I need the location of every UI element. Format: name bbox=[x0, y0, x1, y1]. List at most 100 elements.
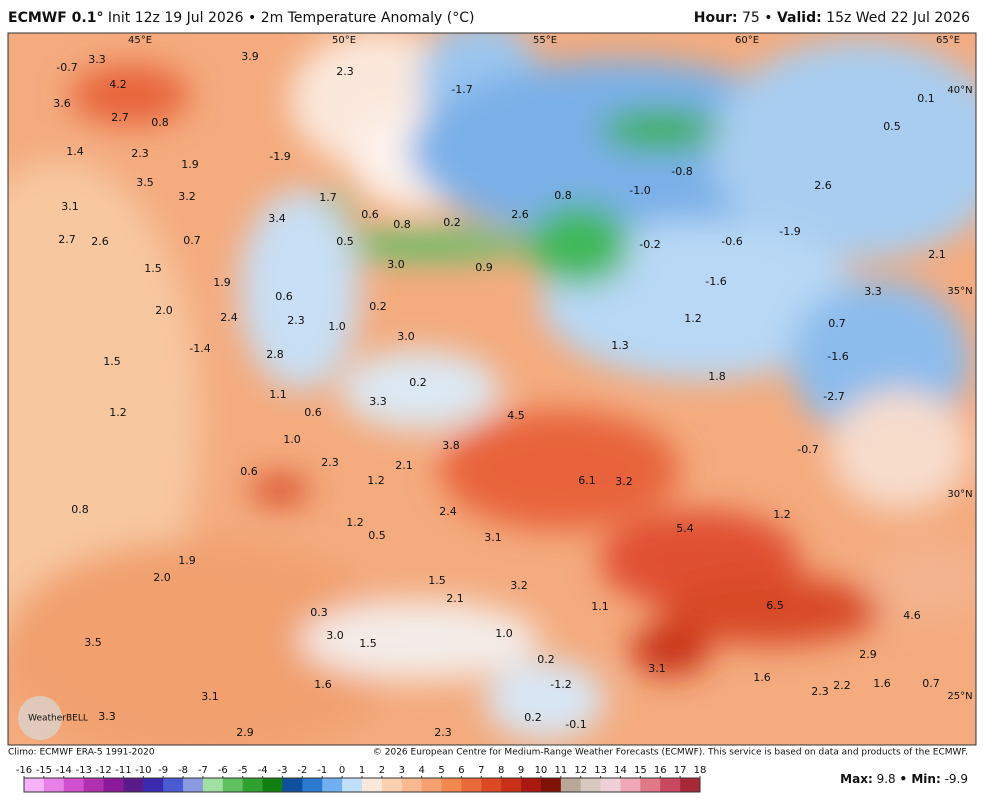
colorbar: -16 -15 -14 -13 -12 -11 -10 -9 -8 -7 -6 -5 -4 -3 -2 -1 0… bbox=[16, 765, 706, 793]
colorbar-bin bbox=[401, 778, 423, 792]
colorbar-tick-label: -1 bbox=[317, 765, 327, 776]
anomaly-blob bbox=[485, 660, 605, 740]
colorbar-bin bbox=[43, 778, 65, 792]
latitude-label: 40°N bbox=[947, 85, 972, 96]
model-name: ECMWF 0.1° bbox=[8, 10, 103, 26]
anomaly-label: -0.7 bbox=[797, 443, 818, 456]
anomaly-label: 1.0 bbox=[328, 320, 346, 333]
anomaly-label: 0.6 bbox=[361, 208, 379, 221]
colorbar-tick-label: 7 bbox=[478, 765, 484, 776]
colorbar-bin bbox=[381, 778, 403, 792]
anomaly-label: 1.6 bbox=[753, 671, 771, 684]
colorbar-bin bbox=[143, 778, 164, 792]
colorbar-tick-label: 15 bbox=[634, 765, 647, 776]
colorbar-tick-label: 4 bbox=[418, 765, 424, 776]
colorbar-tick-label: -2 bbox=[297, 765, 307, 776]
anomaly-label: 3.2 bbox=[615, 475, 633, 488]
anomaly-label: 1.5 bbox=[103, 355, 121, 368]
colorbar-bin bbox=[620, 778, 641, 792]
anomaly-label: 4.2 bbox=[109, 78, 127, 91]
anomaly-label: 0.6 bbox=[304, 406, 322, 419]
anomaly-label: 2.3 bbox=[434, 726, 452, 739]
hour-value: 75 • bbox=[742, 10, 773, 26]
anomaly-label: 2.1 bbox=[928, 248, 946, 261]
anomaly-label: 0.2 bbox=[524, 711, 542, 724]
colorbar-bin bbox=[222, 778, 244, 792]
map-labels: 45°E 50°E 55°E 60°E 65°E 40°N 35°N 30°N 25°N -0.7… bbox=[53, 35, 972, 739]
anomaly-label: 4.6 bbox=[903, 609, 921, 622]
colorbar-bin bbox=[521, 778, 542, 792]
latitude-label: 30°N bbox=[947, 489, 972, 500]
anomaly-label: 0.8 bbox=[393, 218, 411, 231]
anomaly-label: -2.7 bbox=[823, 390, 844, 403]
anomaly-label: 2.3 bbox=[287, 314, 305, 327]
colorbar-tick-label: 13 bbox=[594, 765, 607, 776]
anomaly-label: 2.3 bbox=[131, 147, 149, 160]
anomaly-label: -1.6 bbox=[827, 350, 848, 363]
anomaly-label: 3.3 bbox=[98, 710, 116, 723]
anomaly-label: 1.2 bbox=[346, 516, 364, 529]
colorbar-bin bbox=[202, 778, 224, 792]
colorbar-tick-label: 11 bbox=[554, 765, 567, 776]
anomaly-blob bbox=[300, 600, 540, 680]
anomaly-label: -1.4 bbox=[189, 342, 210, 355]
colorbar-tick-label: 5 bbox=[438, 765, 444, 776]
anomaly-label: -1.2 bbox=[550, 678, 571, 691]
colorbar-bin bbox=[302, 778, 323, 792]
anomaly-label: -1.9 bbox=[779, 225, 800, 238]
anomaly-label: 1.6 bbox=[314, 678, 332, 691]
colorbar-tick-label: 12 bbox=[574, 765, 587, 776]
anomaly-label: 2.9 bbox=[236, 726, 254, 739]
anomaly-blob bbox=[830, 390, 970, 510]
anomaly-blob bbox=[340, 350, 500, 430]
anomaly-blob bbox=[630, 625, 710, 675]
anomaly-label: 3.4 bbox=[268, 212, 286, 225]
colorbar-tick-label: -5 bbox=[238, 765, 248, 776]
anomaly-label: 0.7 bbox=[183, 234, 201, 247]
colorbar-bin bbox=[83, 778, 105, 792]
anomaly-label: 3.1 bbox=[648, 662, 666, 675]
anomaly-label: 2.6 bbox=[511, 208, 529, 221]
colorbar-tick-label: -8 bbox=[178, 765, 188, 776]
colorbar-bin bbox=[163, 778, 184, 792]
anomaly-label: -0.7 bbox=[56, 61, 77, 74]
anomaly-label: 0.9 bbox=[475, 261, 493, 274]
colorbar-tick-label: -15 bbox=[36, 765, 52, 776]
anomaly-label: 3.0 bbox=[397, 330, 415, 343]
anomaly-label: -1.6 bbox=[705, 275, 726, 288]
colorbar-bin bbox=[282, 778, 303, 792]
colorbar-tick-label: 0 bbox=[339, 765, 345, 776]
anomaly-label: 2.3 bbox=[321, 456, 339, 469]
anomaly-label: 1.5 bbox=[144, 262, 162, 275]
anomaly-label: 6.5 bbox=[766, 599, 784, 612]
anomaly-label: 0.7 bbox=[828, 317, 846, 330]
anomaly-label: 1.2 bbox=[773, 508, 791, 521]
anomaly-label: 3.6 bbox=[53, 97, 71, 110]
anomaly-label: 2.7 bbox=[58, 233, 76, 246]
max-min: Max: 9.8 • Min: -9.9 bbox=[840, 772, 968, 786]
anomaly-label: 3.3 bbox=[88, 53, 106, 66]
anomaly-label: 1.5 bbox=[428, 574, 446, 587]
anomaly-label: 2.2 bbox=[833, 679, 851, 692]
colorbar-bin bbox=[24, 778, 45, 792]
anomaly-label: -0.8 bbox=[671, 165, 692, 178]
colorbar-bin bbox=[421, 778, 443, 792]
map-frame bbox=[7, 32, 977, 746]
anomaly-label: 3.3 bbox=[864, 285, 882, 298]
anomaly-label: 0.2 bbox=[369, 300, 387, 313]
copyright: © 2026 European Centre for Medium-Range … bbox=[373, 748, 968, 758]
logo: WeatherBELL bbox=[18, 696, 88, 740]
colorbar-tick-label: 6 bbox=[458, 765, 464, 776]
anomaly-label: 2.3 bbox=[336, 65, 354, 78]
hour-label: Hour: bbox=[694, 10, 738, 26]
anomaly-label: 0.8 bbox=[554, 189, 572, 202]
anomaly-label: 1.2 bbox=[109, 406, 127, 419]
anomaly-label: 1.4 bbox=[66, 145, 84, 158]
anomaly-label: 0.5 bbox=[336, 235, 354, 248]
anomaly-label: 0.2 bbox=[409, 376, 427, 389]
colorbar-bin bbox=[123, 778, 144, 792]
anomaly-blob bbox=[440, 410, 680, 530]
anomaly-label: -1.9 bbox=[269, 150, 290, 163]
